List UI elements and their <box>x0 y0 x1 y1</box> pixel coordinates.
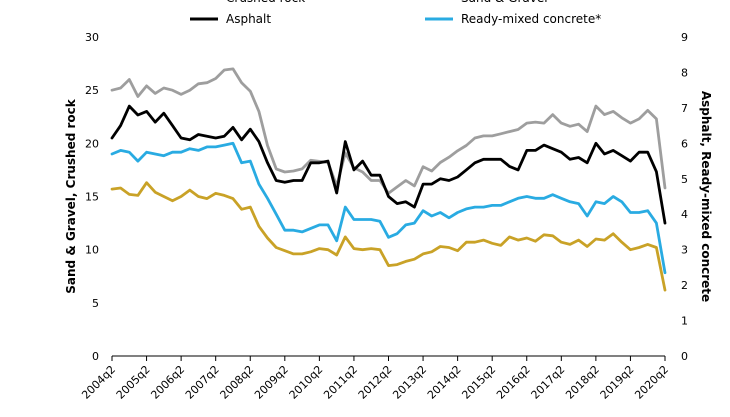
x-ticks: 2004q22005q22006q22007q22008q22009q22010… <box>79 356 671 402</box>
left-y-tick-label: 0 <box>92 350 99 363</box>
x-tick-label: 2007q2 <box>183 363 222 402</box>
x-tick-label: 2015q2 <box>459 363 498 402</box>
x-tick-label: 2010q2 <box>287 363 326 402</box>
legend-label: Asphalt <box>226 12 271 26</box>
left-y-tick-label: 15 <box>85 191 99 204</box>
series-line-sand-gravel <box>110 181 667 292</box>
right-y-tick-label: 3 <box>681 244 688 257</box>
right-y-tick-label: 8 <box>681 66 688 79</box>
x-tick-label: 2020q2 <box>632 363 671 402</box>
x-tick-label: 2013q2 <box>390 363 429 402</box>
right-y-tick-label: 9 <box>681 31 688 44</box>
right-y-tick-label: 5 <box>681 173 688 186</box>
right-y-tick-label: 2 <box>681 279 688 292</box>
x-tick-label: 2009q2 <box>252 363 291 402</box>
x-tick-label: 2017q2 <box>529 363 568 402</box>
series-line-crushed-rock <box>110 67 667 195</box>
left-y-tick-label: 10 <box>85 244 99 257</box>
legend-label: Crushed rock <box>226 0 305 5</box>
x-tick-label: 2011q2 <box>321 363 360 402</box>
right-y-tick-label: 1 <box>681 315 688 328</box>
left-y-tick-label: 25 <box>85 84 99 97</box>
right-y-tick-label: 6 <box>681 137 688 150</box>
x-tick-label: 2004q2 <box>79 363 118 402</box>
left-y-tick-label: 30 <box>85 31 99 44</box>
x-tick-label: 2012q2 <box>356 363 395 402</box>
left-y-ticks: 0 5 10 15 20 25 30 <box>85 31 99 363</box>
x-tick-label: 2014q2 <box>425 363 464 402</box>
x-tick-label: 2018q2 <box>563 363 602 402</box>
legend: Crushed rock Sand & Gravel Asphalt Ready-mi… <box>190 0 601 26</box>
left-y-tick-label: 20 <box>85 137 99 150</box>
right-y-axis-label: Asphalt, Ready-mixed concrete <box>699 91 713 302</box>
x-tick-label: 2005q2 <box>114 363 153 402</box>
right-y-tick-label: 4 <box>681 208 688 221</box>
left-y-tick-label: 5 <box>92 297 99 310</box>
x-tick-label: 2016q2 <box>494 363 533 402</box>
x-tick-label: 2006q2 <box>148 363 187 402</box>
x-tick-label: 2019q2 <box>598 363 637 402</box>
right-y-ticks: 0 1 2 3 4 5 6 7 8 9 <box>681 31 688 363</box>
legend-label: Ready-mixed concrete* <box>461 12 601 26</box>
series-lines <box>110 67 667 292</box>
left-y-axis-label: Sand & Gravel, Crushed rock <box>64 98 78 294</box>
right-y-tick-label: 0 <box>681 350 688 363</box>
x-tick-label: 2008q2 <box>217 363 256 402</box>
series-line-ready-mixed-concrete <box>110 141 667 275</box>
series-line-asphalt <box>110 104 667 225</box>
right-y-tick-label: 7 <box>681 102 688 115</box>
legend-label: Sand & Gravel <box>461 0 548 5</box>
